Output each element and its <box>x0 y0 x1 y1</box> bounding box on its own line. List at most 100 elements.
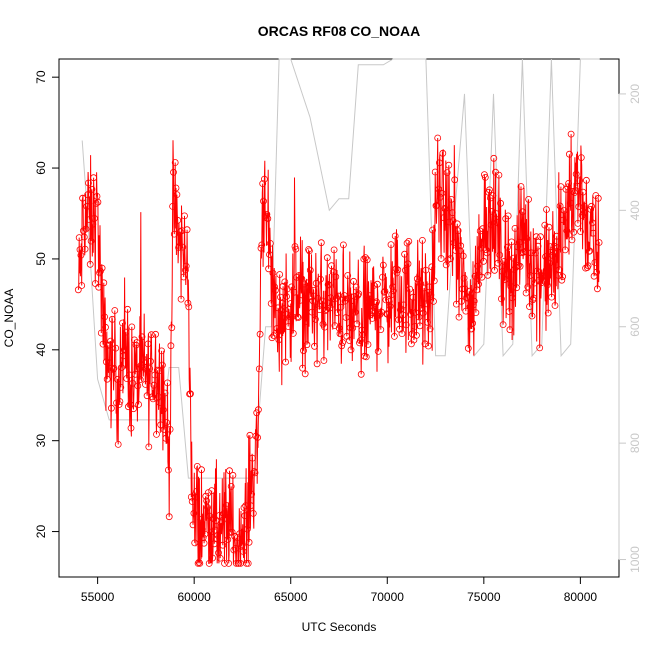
co-point <box>456 247 464 254</box>
co-point <box>488 207 496 215</box>
co-point <box>245 538 253 546</box>
co-point <box>203 497 211 505</box>
co-point <box>221 514 229 522</box>
co-point <box>77 251 85 259</box>
co-point <box>403 239 411 247</box>
co-point <box>266 251 273 258</box>
co-point <box>230 546 238 554</box>
co-point <box>385 298 393 305</box>
co-point <box>86 216 93 224</box>
co-point <box>301 370 309 378</box>
co-point <box>470 297 478 305</box>
co-point <box>532 249 539 257</box>
co-point <box>519 208 527 216</box>
co-points <box>74 130 603 567</box>
co-point <box>461 285 469 293</box>
co-point <box>486 194 494 202</box>
co-point <box>136 365 143 373</box>
co-point <box>181 266 189 274</box>
co-point <box>74 286 82 294</box>
co-point <box>260 197 267 205</box>
co-point <box>534 242 542 250</box>
co-point <box>400 301 408 309</box>
co-point <box>560 216 567 224</box>
co-point <box>503 243 511 251</box>
co-point <box>322 306 330 313</box>
co-point <box>428 263 436 271</box>
co-point <box>283 285 291 293</box>
co-point <box>205 560 213 567</box>
co-point <box>528 312 536 320</box>
co-point <box>82 225 90 233</box>
co-point <box>172 184 180 192</box>
co-point <box>182 262 190 270</box>
co-point <box>527 249 535 257</box>
co-point <box>550 242 558 250</box>
co-point <box>448 209 456 217</box>
co-point <box>85 179 92 187</box>
co-point <box>380 288 388 296</box>
co-point <box>232 560 240 567</box>
co-point <box>526 272 534 279</box>
co-point <box>152 330 160 338</box>
co-point <box>106 341 114 349</box>
co-point <box>117 383 125 391</box>
co-point <box>363 256 371 264</box>
co-point <box>364 341 372 348</box>
x-tick-label: 75000 <box>467 590 501 604</box>
co-point <box>95 283 103 291</box>
co-point <box>170 168 177 176</box>
co-point <box>464 294 471 302</box>
co-point <box>459 252 467 260</box>
co-point <box>500 258 508 265</box>
co-point <box>478 273 486 281</box>
co-point <box>556 202 564 210</box>
co-point <box>354 291 362 299</box>
co-point <box>101 313 108 321</box>
co-point <box>595 239 603 246</box>
co-point <box>112 344 120 352</box>
co-point <box>254 406 262 414</box>
co-point <box>131 370 139 378</box>
co-point <box>334 309 341 317</box>
co-point <box>457 242 465 250</box>
co-point <box>533 267 541 275</box>
co-point <box>426 325 434 333</box>
co-point <box>573 182 581 190</box>
co-point <box>447 195 455 203</box>
co-point <box>356 337 364 345</box>
co-point <box>114 375 121 383</box>
co-point <box>557 183 565 191</box>
co-point <box>344 272 352 279</box>
co-point <box>559 273 566 281</box>
co-point <box>377 326 385 334</box>
co-point <box>219 541 227 549</box>
y-tick-label: 50 <box>34 252 48 266</box>
co-point <box>452 300 460 308</box>
co-point <box>263 210 271 218</box>
co-point <box>418 236 426 244</box>
co-point <box>560 207 568 215</box>
co-point <box>154 393 162 400</box>
co-point <box>547 243 555 251</box>
co-point <box>229 471 237 479</box>
co-point <box>378 308 386 316</box>
co-point <box>249 510 257 517</box>
co-point <box>445 161 453 169</box>
co-point <box>146 365 154 373</box>
co-series <box>74 130 603 567</box>
co-point <box>436 193 444 201</box>
co-point <box>304 279 312 287</box>
co-point <box>235 560 243 567</box>
co-point <box>482 246 490 254</box>
co-point <box>218 518 226 526</box>
co-point <box>336 330 344 338</box>
co-point <box>130 405 137 413</box>
co-point <box>421 340 429 348</box>
co-point <box>129 379 137 387</box>
co-point <box>353 320 361 328</box>
co-point <box>549 251 556 259</box>
co-point <box>116 398 124 405</box>
co-point <box>115 401 123 408</box>
co-point <box>509 294 516 302</box>
